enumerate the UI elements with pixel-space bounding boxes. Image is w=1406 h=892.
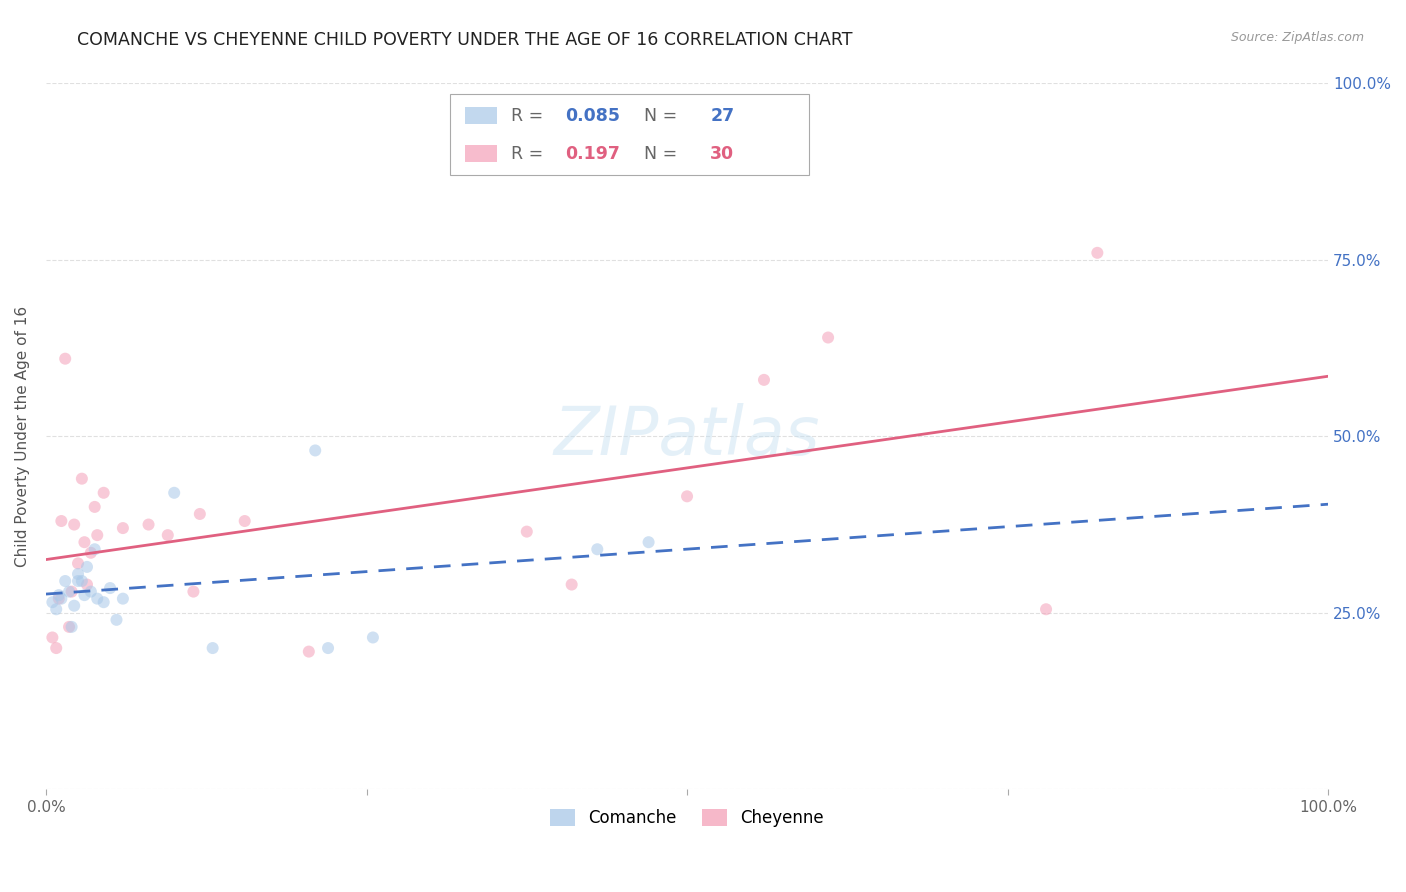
Point (41, 595, 63, 609)
Point (86, 591, 108, 606)
Point (51, 591, 73, 606)
Point (41, 631, 63, 645)
Point (676, 489, 699, 503)
Point (138, 517, 160, 532)
Point (83, 500, 105, 514)
Point (48, 588, 70, 602)
Text: R =: R = (512, 145, 554, 162)
FancyBboxPatch shape (450, 94, 808, 175)
Point (298, 644, 321, 658)
Point (516, 524, 538, 539)
Point (1035, 602, 1057, 616)
Text: N =: N = (633, 145, 683, 162)
Point (86, 528, 108, 542)
Point (76, 560, 98, 574)
Point (66, 557, 89, 571)
Point (66, 566, 89, 581)
Text: 27: 27 (710, 106, 734, 125)
Point (63, 599, 86, 613)
Point (93, 485, 115, 500)
Text: 30: 30 (710, 145, 734, 162)
Point (637, 535, 659, 549)
Point (586, 542, 609, 557)
Legend: Comanche, Cheyenne: Comanche, Cheyenne (544, 802, 831, 834)
Point (111, 521, 134, 535)
Point (53, 574, 76, 588)
Point (58, 620, 80, 634)
Point (73, 535, 96, 549)
Bar (465, 107, 498, 124)
Text: R =: R = (512, 106, 550, 125)
Point (233, 514, 256, 528)
Text: 0.085: 0.085 (565, 106, 620, 125)
Point (63, 517, 86, 532)
Point (70, 472, 93, 486)
Point (51, 514, 73, 528)
Point (163, 485, 186, 500)
Point (316, 641, 339, 656)
Point (76, 577, 98, 591)
Point (73, 588, 96, 602)
Point (304, 443, 326, 458)
Bar (465, 145, 498, 162)
Point (93, 595, 115, 609)
Point (45, 641, 67, 656)
Point (58, 584, 80, 599)
Point (66, 574, 89, 588)
Point (45, 602, 67, 616)
Point (111, 591, 134, 606)
Point (48, 591, 70, 606)
Point (70, 574, 93, 588)
Text: Source: ZipAtlas.com: Source: ZipAtlas.com (1230, 31, 1364, 45)
Point (53, 351, 76, 366)
Point (752, 373, 775, 387)
Point (60, 584, 83, 599)
Point (188, 507, 211, 521)
Point (1085, 245, 1108, 260)
Point (105, 613, 128, 627)
Point (183, 584, 205, 599)
Point (80, 546, 103, 560)
Point (361, 631, 384, 645)
Point (80, 584, 103, 599)
Text: COMANCHE VS CHEYENNE CHILD POVERTY UNDER THE AGE OF 16 CORRELATION CHART: COMANCHE VS CHEYENNE CHILD POVERTY UNDER… (77, 31, 853, 49)
Y-axis label: Child Poverty Under the Age of 16: Child Poverty Under the Age of 16 (15, 306, 30, 567)
Text: ZIPatlas: ZIPatlas (554, 403, 820, 469)
Point (60, 620, 83, 634)
Point (201, 641, 224, 656)
Point (156, 528, 179, 542)
Text: N =: N = (633, 106, 683, 125)
Point (817, 330, 839, 344)
Point (561, 577, 583, 591)
Point (98, 581, 121, 595)
Point (83, 542, 105, 557)
Text: 0.197: 0.197 (565, 145, 620, 162)
